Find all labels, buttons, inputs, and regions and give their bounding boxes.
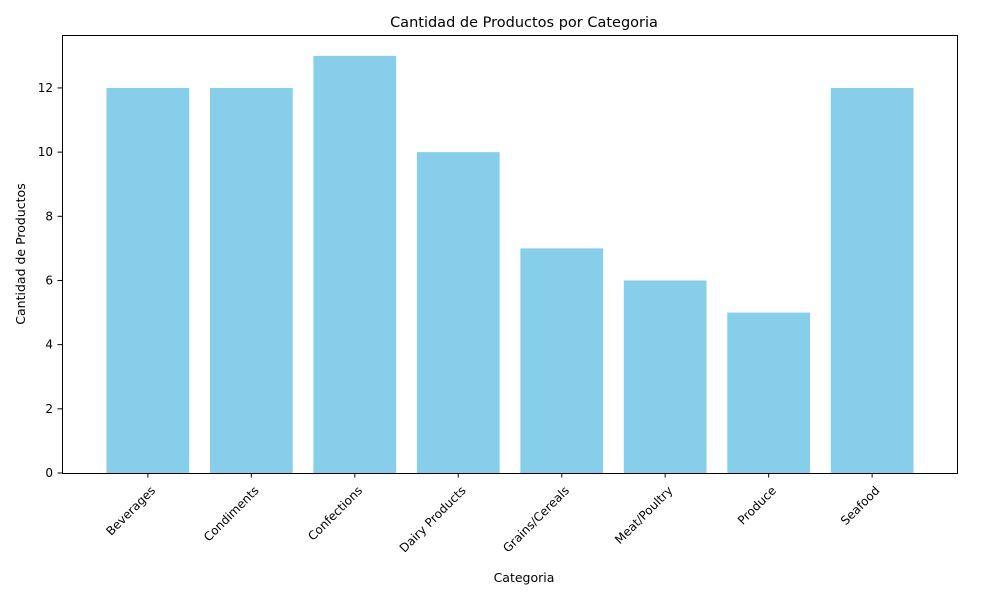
y-tick-label: 10	[38, 145, 53, 159]
y-axis-label: Cantidad de Productos	[13, 183, 28, 324]
bar-grains-cereals	[520, 248, 604, 473]
x-axis-label: Categoria	[494, 570, 555, 585]
bar-condiments	[209, 87, 293, 473]
x-tick-label: Beverages	[103, 483, 158, 538]
y-axis: 0 2 4 6 8 10 12	[38, 81, 62, 480]
plot-frame	[62, 35, 958, 474]
bar-produce	[727, 312, 811, 473]
chart-title: Cantidad de Productos por Categoria	[390, 15, 658, 31]
y-tick-label: 2	[45, 402, 53, 416]
bars-group	[106, 55, 914, 473]
bar-dairy-products	[416, 152, 500, 473]
y-tick-label: 12	[38, 81, 53, 95]
bar-meat-poultry	[623, 280, 707, 473]
x-tick-label: Seafood	[838, 483, 882, 527]
y-tick-label: 4	[45, 338, 53, 352]
x-axis: Beverages Condiments Confections Dairy Prod…	[103, 473, 882, 555]
bar-beverages	[106, 87, 190, 473]
x-tick-label: Condiments	[201, 483, 262, 544]
y-tick-label: 8	[45, 209, 53, 223]
x-tick-label: Grains/Cereals	[500, 483, 572, 555]
x-tick-label: Dairy Products	[397, 483, 469, 555]
bar-confections	[313, 55, 397, 473]
x-tick-label: Confections	[305, 483, 365, 543]
x-tick-label: Meat/Poultry	[612, 483, 675, 546]
y-tick-label: 0	[45, 466, 53, 480]
y-tick-label: 6	[45, 273, 53, 287]
bar-seafood	[830, 87, 914, 473]
x-tick-label: Produce	[735, 483, 779, 527]
